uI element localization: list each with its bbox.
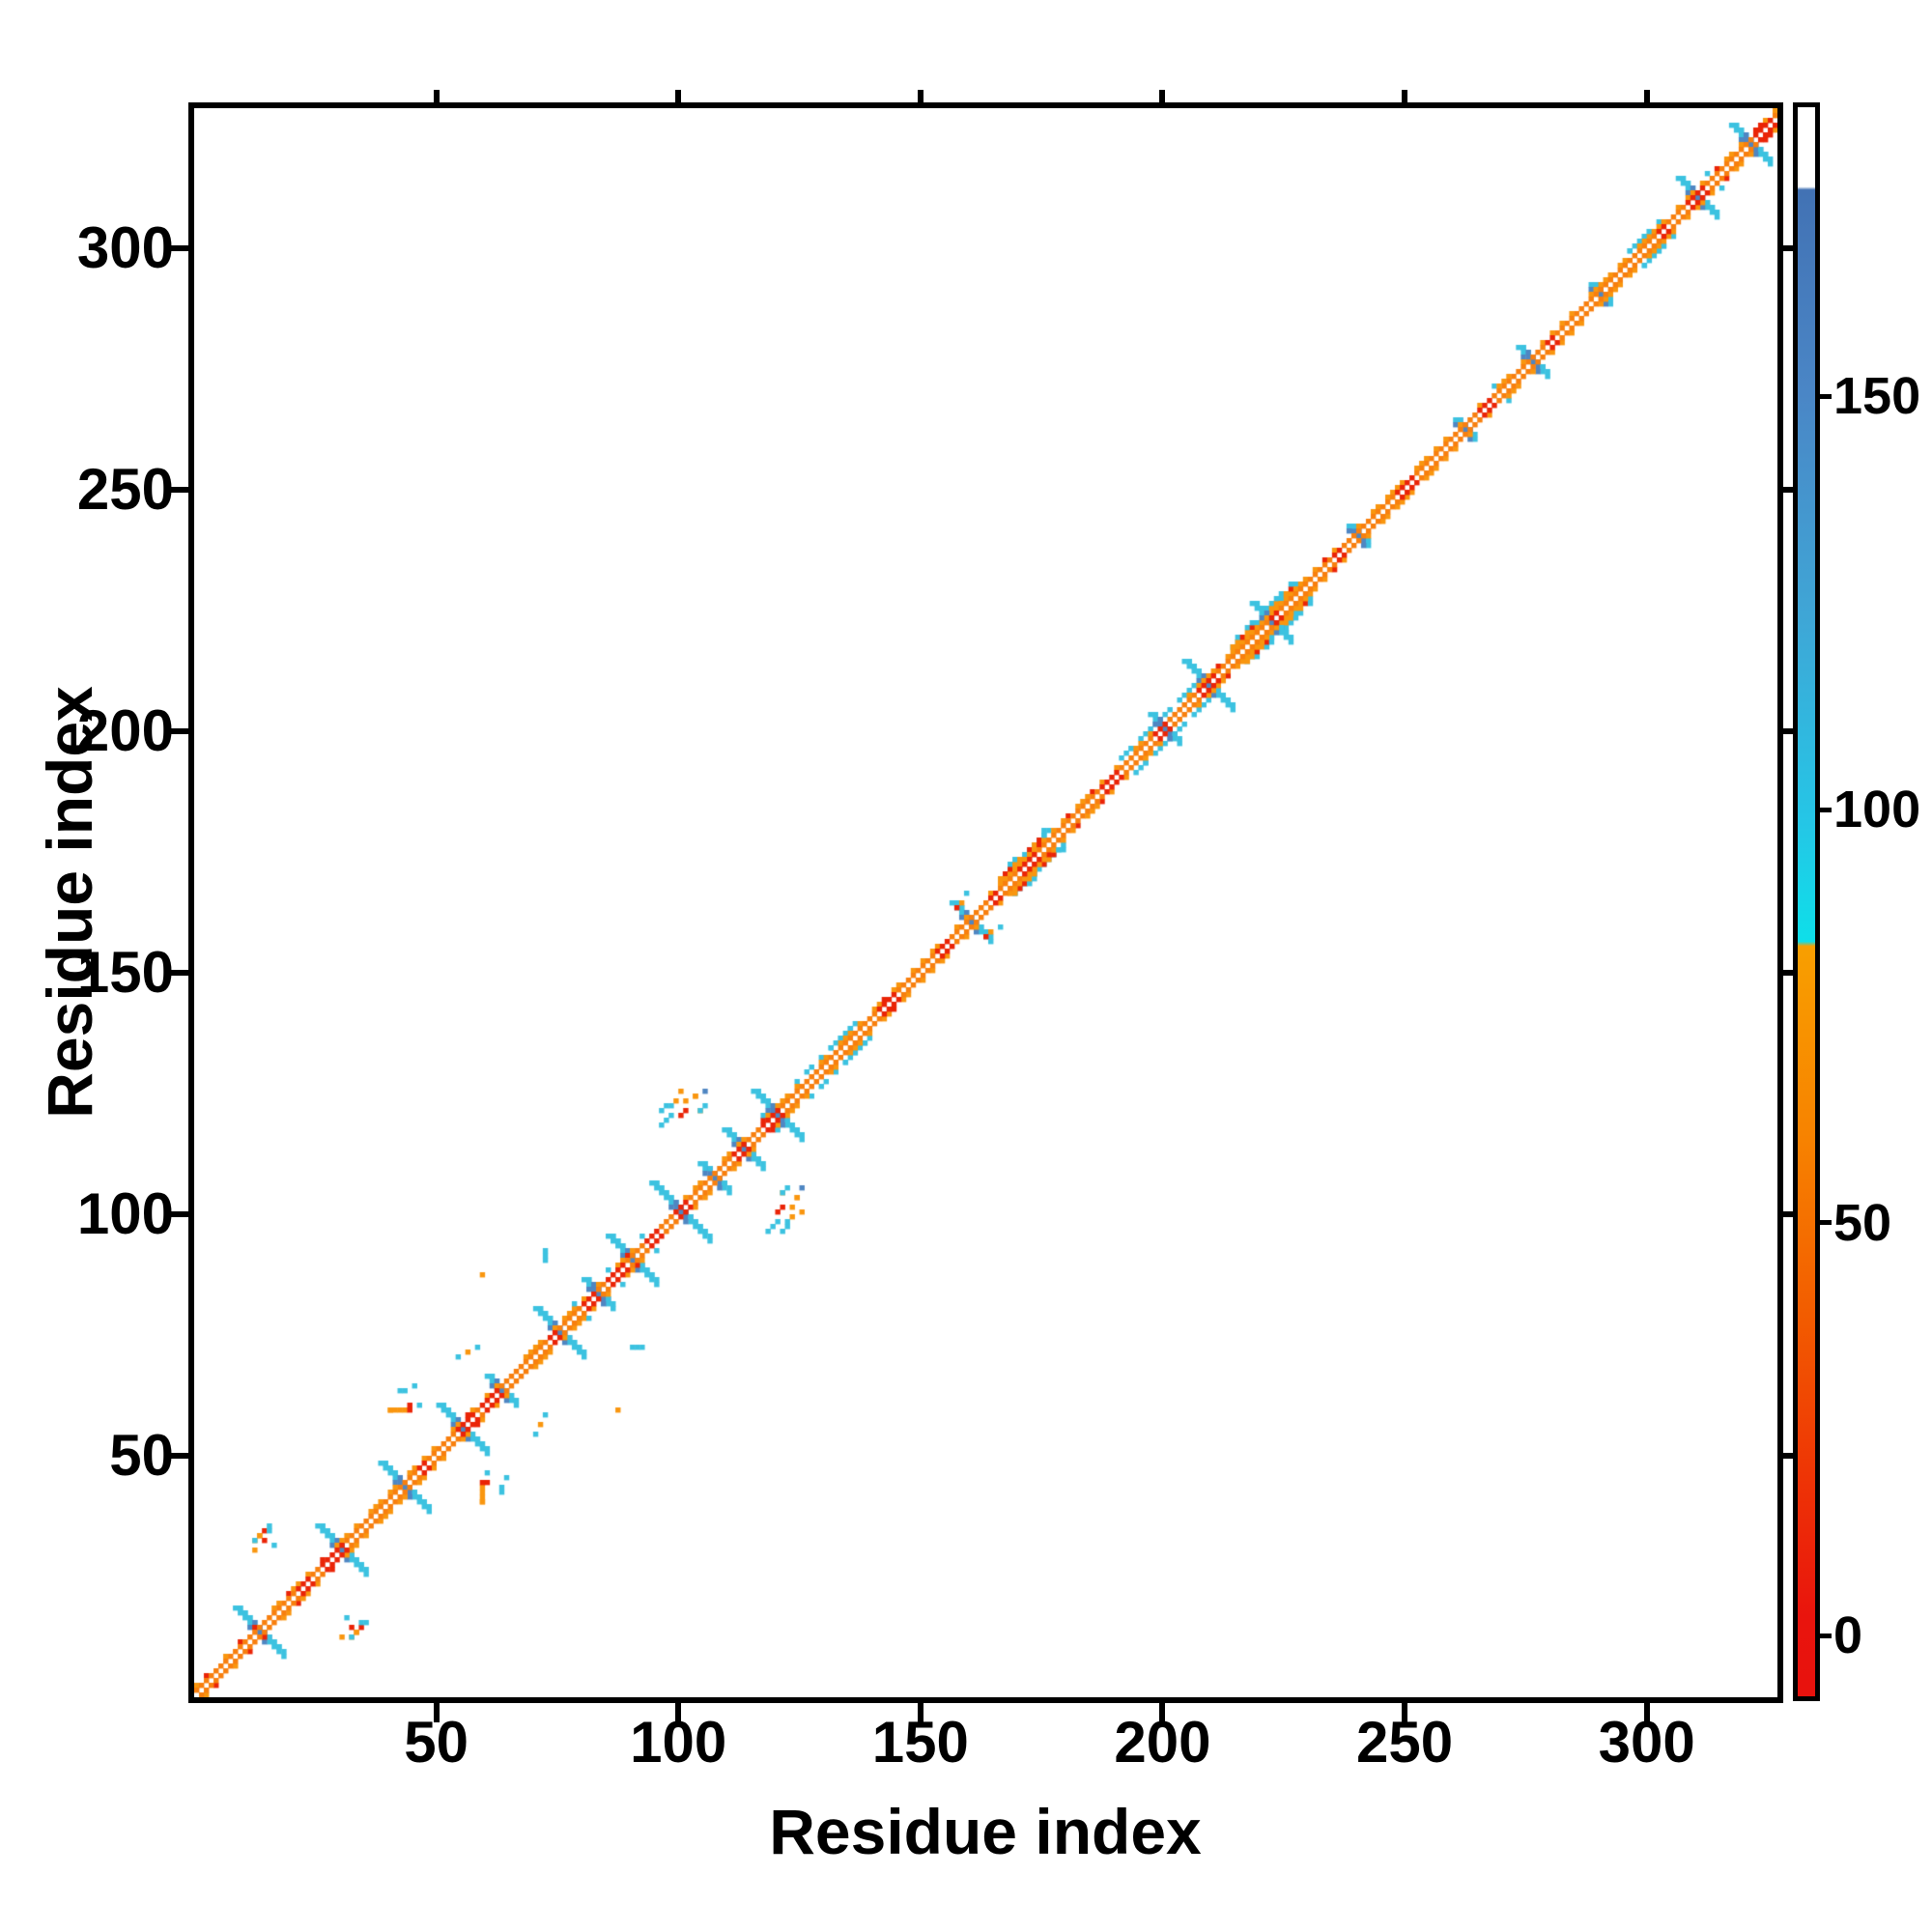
x-tick-label: 150 xyxy=(871,1710,969,1775)
y-tick-label: 50 xyxy=(109,1423,174,1488)
y-tick-mark-right xyxy=(1783,487,1797,493)
y-tick-label: 200 xyxy=(76,698,174,763)
y-axis-title: Residue index xyxy=(34,686,105,1119)
x-tick-mark xyxy=(1159,1703,1166,1722)
colorbar xyxy=(1793,102,1820,1701)
x-tick-mark-top xyxy=(675,90,682,102)
y-tick-mark xyxy=(169,1453,188,1459)
colorbar-tick-mark xyxy=(1820,1220,1832,1226)
y-tick-label: 100 xyxy=(76,1181,174,1246)
y-tick-mark-right xyxy=(1783,1453,1797,1459)
y-tick-label: 150 xyxy=(76,940,174,1005)
colorbar-tick-mark xyxy=(1820,1633,1832,1638)
x-tick-mark-top xyxy=(433,90,440,102)
x-tick-mark-top xyxy=(917,90,923,102)
y-tick-mark-right xyxy=(1783,1211,1797,1217)
colorbar-tick-mark xyxy=(1820,393,1832,399)
x-tick-label: 100 xyxy=(630,1710,727,1775)
contact-map-canvas xyxy=(194,108,1777,1697)
y-tick-mark-right xyxy=(1783,728,1797,734)
y-tick-mark xyxy=(169,728,188,734)
x-tick-label: 200 xyxy=(1114,1710,1211,1775)
y-tick-mark-right xyxy=(1783,970,1797,976)
y-tick-mark xyxy=(169,970,188,976)
colorbar-tick-label: 0 xyxy=(1833,1606,1863,1665)
x-tick-mark xyxy=(675,1703,682,1722)
x-tick-mark-top xyxy=(1159,90,1166,102)
y-tick-mark xyxy=(169,487,188,493)
colorbar-tick-label: 100 xyxy=(1833,781,1921,839)
x-tick-mark xyxy=(917,1703,923,1722)
y-tick-mark xyxy=(169,1211,188,1217)
x-tick-mark xyxy=(1402,1703,1408,1722)
y-tick-mark-right xyxy=(1783,245,1797,251)
x-tick-label: 250 xyxy=(1355,1710,1454,1775)
colorbar-tick-mark xyxy=(1820,807,1832,812)
y-tick-label: 250 xyxy=(76,457,174,522)
x-tick-mark xyxy=(433,1703,440,1722)
y-tick-mark xyxy=(169,245,188,251)
colorbar-tick-label: 150 xyxy=(1833,367,1921,426)
x-axis-title: Residue index xyxy=(769,1796,1202,1867)
x-tick-mark-top xyxy=(1643,90,1650,102)
y-tick-label: 300 xyxy=(76,215,174,280)
x-tick-label: 50 xyxy=(404,1710,469,1775)
x-tick-mark-top xyxy=(1402,90,1408,102)
x-tick-mark xyxy=(1643,1703,1650,1722)
colorbar-tick-label: 50 xyxy=(1833,1193,1892,1252)
x-tick-label: 300 xyxy=(1598,1710,1695,1775)
